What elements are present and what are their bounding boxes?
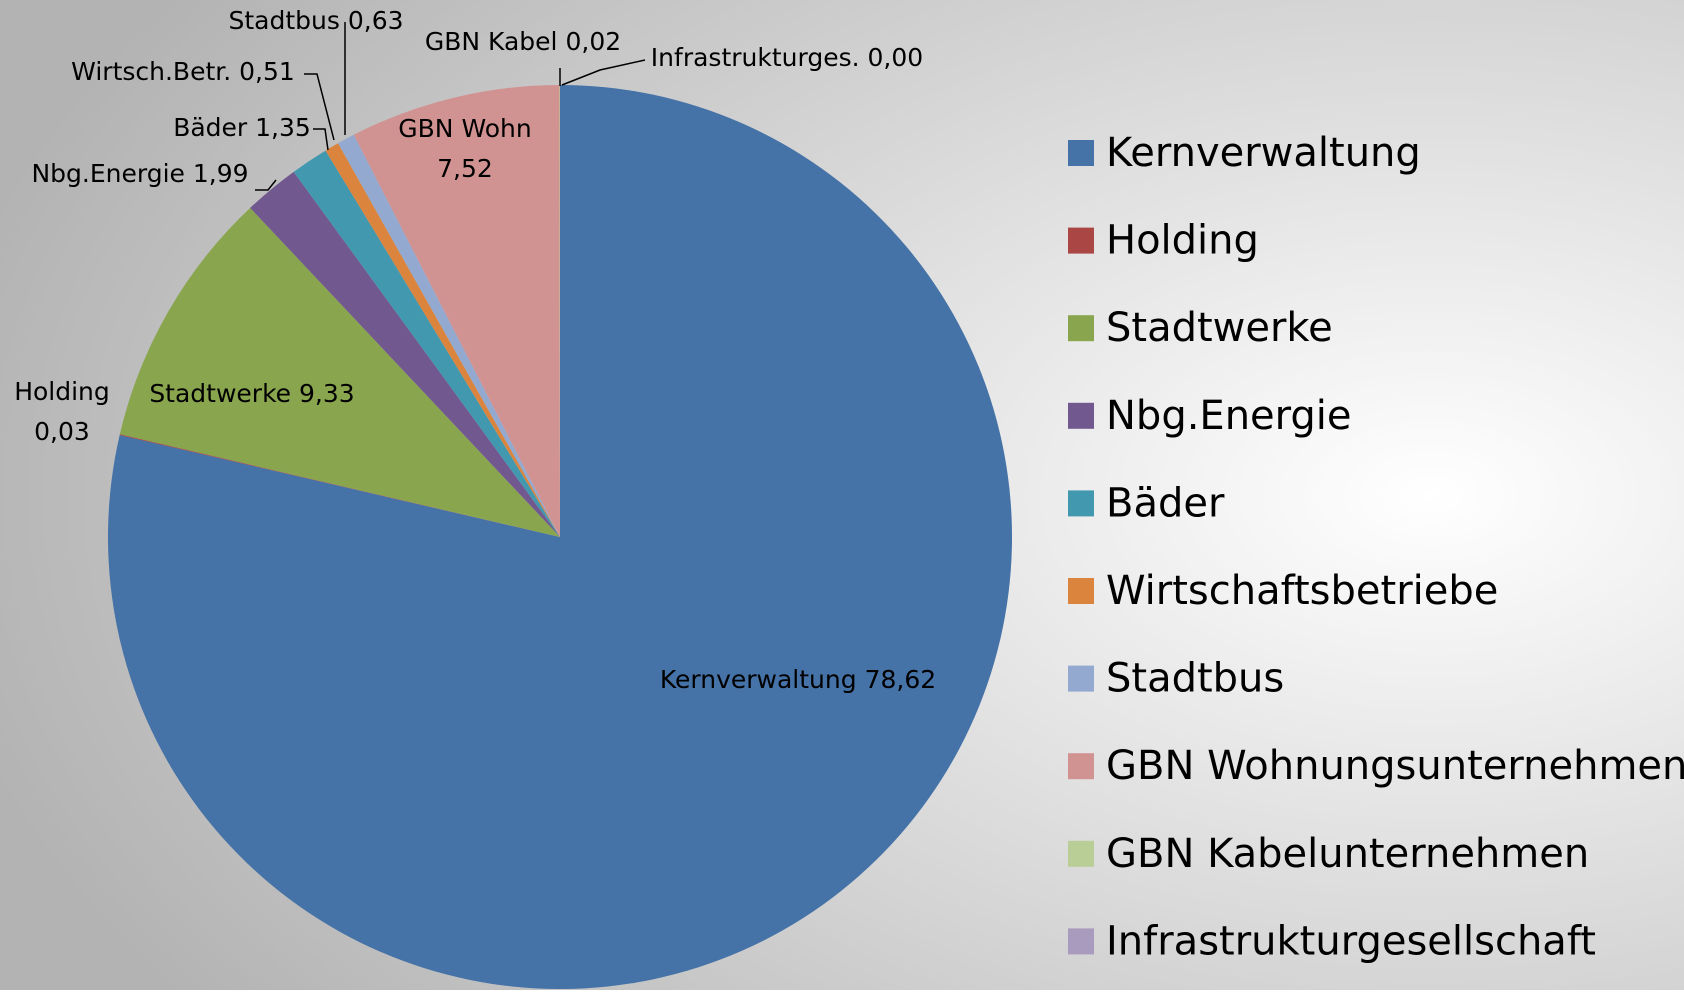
pie-slice xyxy=(119,434,560,537)
legend-label: Nbg.Energie xyxy=(1106,393,1352,439)
pie-slice xyxy=(353,85,560,537)
label-name: Wirtsch.Betr. xyxy=(71,57,231,86)
label-value: 0,02 xyxy=(565,27,621,56)
legend-label: GBN Kabelunternehmen xyxy=(1106,831,1589,877)
label-value: 0,03 xyxy=(34,417,90,446)
label-value: 0,51 xyxy=(239,57,295,86)
label-value: 7,52 xyxy=(437,154,493,183)
label-name: Bäder xyxy=(173,113,248,142)
legend-label: Holding xyxy=(1106,218,1259,264)
legend-swatch xyxy=(1068,753,1094,780)
data-label: Holding 0,03 xyxy=(14,377,110,446)
pie-slice xyxy=(338,134,560,538)
legend-swatch xyxy=(1068,140,1094,166)
legend-label: Wirtschaftsbetriebe xyxy=(1106,568,1498,614)
legend-swatch xyxy=(1068,490,1094,517)
legend-swatch xyxy=(1068,227,1094,254)
leader-lines xyxy=(255,22,646,191)
legend-swatch xyxy=(1068,315,1094,342)
legend-swatch xyxy=(1068,928,1094,955)
data-label: Stadtbus 0,63 xyxy=(228,6,403,35)
label-name: Infrastrukturges. xyxy=(651,43,860,72)
pie-slice xyxy=(325,143,560,537)
label-name: Stadtwerke xyxy=(149,379,291,408)
data-label: GBN Wohn 7,52 xyxy=(398,114,531,183)
legend-label: Infrastrukturgesellschaft xyxy=(1106,918,1596,964)
label-value: 9,33 xyxy=(299,379,355,408)
legend-label: GBN Wohnungsunternehmen xyxy=(1106,743,1684,789)
data-label: GBN Kabel 0,02 xyxy=(425,27,621,56)
label-name: Stadtbus xyxy=(228,6,339,35)
label-value: 1,35 xyxy=(255,113,311,142)
label-space xyxy=(857,665,865,694)
legend-label: Stadtbus xyxy=(1106,656,1284,702)
label-name: Nbg.Energie xyxy=(31,159,184,188)
data-labels: Kernverwaltung 78,62 Holding 0,03 Stadtwerk… xyxy=(14,6,936,694)
label-space xyxy=(231,57,239,86)
legend-label: Bäder xyxy=(1106,480,1225,526)
data-label: Nbg.Energie 1,99 xyxy=(31,159,248,188)
label-name: GBN Kabel xyxy=(425,27,558,56)
label-name: Holding xyxy=(14,377,110,406)
legend-label: Kernverwaltung xyxy=(1106,130,1421,176)
pie-slice xyxy=(559,85,560,537)
pie-slice xyxy=(250,171,560,538)
data-label: Bäder 1,35 xyxy=(173,113,311,142)
label-value: 78,62 xyxy=(865,665,937,694)
label-value: 0,00 xyxy=(868,43,924,72)
label-space xyxy=(340,6,348,35)
data-label: Wirtsch.Betr. 0,51 xyxy=(71,57,295,86)
label-name: Kernverwaltung xyxy=(660,665,857,694)
data-label: Stadtwerke 9,33 xyxy=(149,379,354,408)
label-space xyxy=(185,159,193,188)
legend-swatch xyxy=(1068,402,1094,429)
label-space xyxy=(558,27,566,56)
pie-slice xyxy=(119,207,561,537)
label-name: GBN Wohn xyxy=(398,114,531,143)
legend-swatch xyxy=(1068,840,1094,867)
data-label: Infrastrukturges. 0,00 xyxy=(651,43,923,72)
label-space xyxy=(247,113,255,142)
pie-slice xyxy=(293,150,560,537)
data-label: Kernverwaltung 78,62 xyxy=(660,665,936,694)
pie xyxy=(108,85,1013,989)
label-value: 0,63 xyxy=(348,6,404,35)
label-space xyxy=(860,43,868,72)
legend-swatch xyxy=(1068,665,1094,692)
label-space xyxy=(291,379,299,408)
label-value: 1,99 xyxy=(193,159,249,188)
legend-swatch xyxy=(1068,578,1094,604)
legend: Kernverwaltung Holding Stadtwerke Nbg.Energ… xyxy=(1068,130,1684,964)
legend-label: Stadtwerke xyxy=(1106,305,1333,351)
